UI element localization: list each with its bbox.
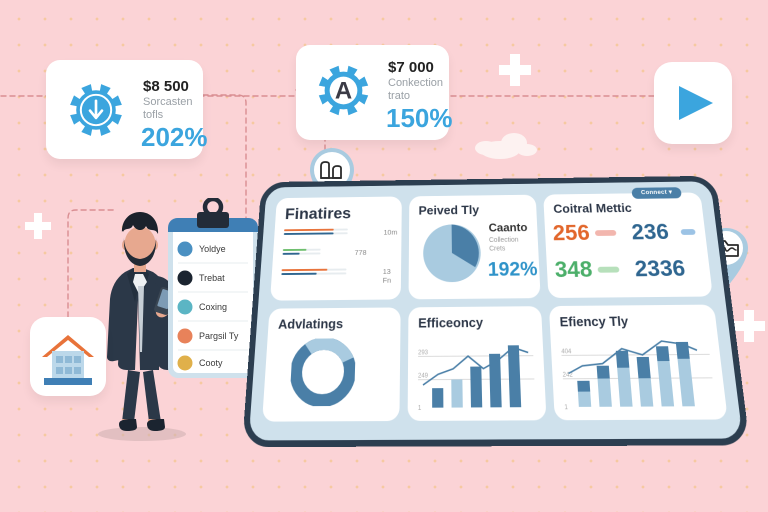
svg-text:Coxing: Coxing (199, 302, 227, 312)
svg-text:Pargsil Ty: Pargsil Ty (199, 331, 239, 341)
svg-text:242: 242 (562, 372, 573, 379)
svg-text:Cooty: Cooty (199, 358, 223, 368)
svg-text:293: 293 (418, 350, 428, 357)
svg-text:Trebat: Trebat (199, 273, 225, 283)
svg-text:404: 404 (561, 348, 572, 355)
svg-text:1: 1 (418, 405, 422, 412)
svg-text:A: A (335, 78, 352, 105)
svg-text:Yoldye: Yoldye (199, 244, 226, 254)
svg-text:249: 249 (418, 373, 428, 380)
svg-text:1: 1 (564, 404, 568, 411)
